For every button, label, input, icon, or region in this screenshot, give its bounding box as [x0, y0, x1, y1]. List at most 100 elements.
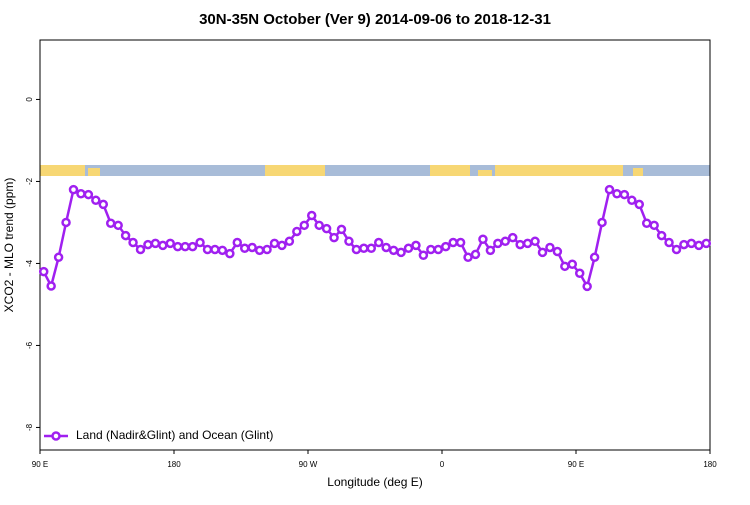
data-point [366, 243, 377, 254]
data-point [701, 238, 712, 249]
data-point [694, 240, 704, 251]
data-point [210, 244, 220, 255]
data-point [530, 236, 540, 247]
data-point [180, 241, 190, 252]
data-point [515, 239, 525, 250]
data-point [485, 245, 496, 256]
x-tick-label: 90 E [32, 460, 48, 469]
data-point [83, 189, 94, 200]
data-point [321, 223, 332, 234]
series-line [42, 187, 707, 290]
data-point [158, 240, 168, 251]
data-point [433, 244, 444, 255]
land-band [40, 165, 85, 176]
data-point [68, 184, 79, 195]
data-point [537, 247, 548, 258]
data-point [478, 234, 488, 245]
data-point [589, 252, 600, 263]
data-point [373, 237, 384, 248]
ocean-band [40, 165, 710, 176]
data-point [470, 249, 481, 260]
data-point [411, 240, 421, 251]
data-point [418, 250, 429, 260]
data-point [381, 242, 391, 253]
data-point [232, 237, 243, 248]
data-point [217, 245, 228, 256]
data-point [143, 239, 153, 250]
data-point [574, 268, 585, 279]
data-point [634, 199, 645, 210]
data-point [440, 241, 451, 252]
data-point [560, 261, 570, 272]
data-point [545, 242, 555, 253]
data-point [113, 220, 123, 231]
data-point [679, 239, 689, 250]
surface-strip [40, 165, 710, 176]
data-point [336, 224, 347, 235]
chart-title: 30N-35N October (Ver 9) 2014-09-06 to 20… [199, 11, 551, 28]
data-point [284, 236, 295, 247]
data-point [664, 237, 674, 248]
data-point [359, 243, 369, 254]
x-tick-label: 180 [703, 460, 717, 469]
data-point [306, 210, 317, 221]
data-point [247, 242, 257, 253]
land-band [495, 165, 623, 176]
data-point [388, 245, 399, 256]
y-tick-label: -6 [25, 341, 34, 349]
data-point [269, 238, 280, 249]
land-band [430, 165, 470, 176]
data-point [396, 247, 406, 258]
data-point [150, 238, 161, 249]
data-point [292, 226, 302, 237]
data-point [649, 220, 659, 231]
data-point [277, 240, 287, 251]
data-point [262, 244, 272, 255]
data-point [641, 218, 652, 229]
y-tick-label: -2 [25, 177, 34, 185]
y-axis-label: XCO2 - MLO trend (ppm) [2, 178, 16, 313]
data-point [61, 217, 71, 228]
land-band [633, 168, 643, 176]
data-point [597, 217, 607, 228]
legend-marker [51, 431, 61, 441]
data-point [344, 236, 354, 247]
y-tick-label: -8 [25, 423, 34, 431]
data-point [448, 237, 458, 248]
land-band [478, 170, 492, 176]
data-point [53, 252, 64, 263]
data-point [686, 238, 697, 249]
data-point [225, 248, 235, 259]
data-point [202, 244, 213, 255]
data-point [582, 281, 592, 292]
data-point [567, 259, 578, 270]
data-point [612, 189, 622, 199]
y-tick-label: 0 [25, 97, 34, 102]
data-point [120, 230, 131, 241]
data-point [187, 241, 198, 252]
data-point [91, 195, 101, 206]
data-point [455, 237, 466, 248]
data-point [165, 238, 176, 249]
data-point [604, 184, 615, 195]
land-band [265, 165, 325, 176]
x-tick-label: 0 [440, 460, 445, 469]
data-point [351, 244, 362, 255]
data-point [195, 237, 205, 248]
data-point [128, 237, 138, 248]
legend-label: Land (Nadir&Glint) and Ocean (Glint) [76, 428, 273, 442]
data-point [493, 238, 503, 249]
data-point [46, 281, 56, 291]
data-point [507, 232, 518, 243]
data-point [671, 244, 682, 255]
data-point [254, 245, 265, 256]
x-tick-label: 90 E [568, 460, 584, 469]
data-point [500, 236, 511, 247]
x-tick-label: 90 W [299, 460, 318, 469]
land-band [88, 168, 100, 176]
x-tick-label: 180 [167, 460, 181, 469]
data-point [656, 230, 667, 241]
data-point [522, 238, 533, 249]
data-point [98, 199, 109, 210]
